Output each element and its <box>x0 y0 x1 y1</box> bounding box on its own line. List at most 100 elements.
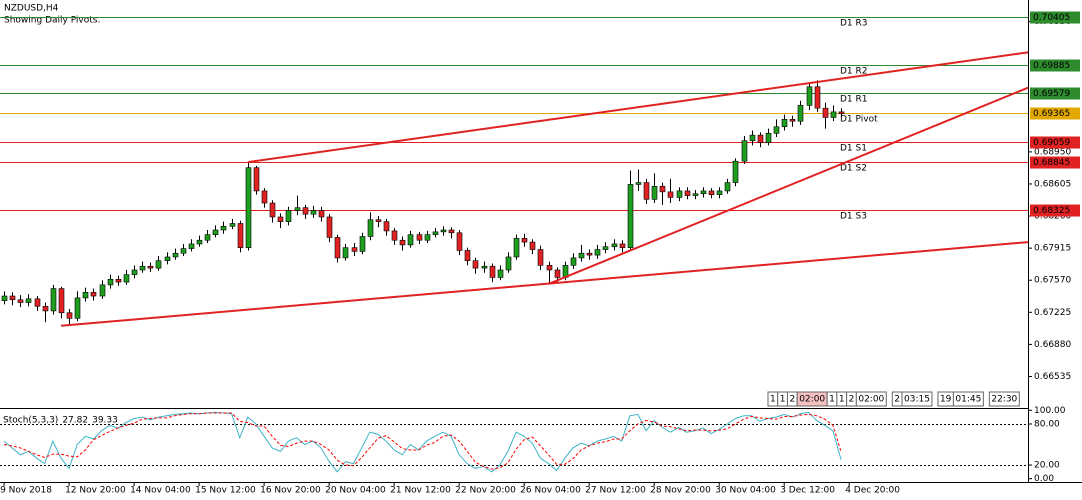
y-tick-label: 20.00 <box>1034 461 1060 471</box>
candle-body <box>17 299 24 303</box>
pivot-price-box <box>1030 59 1080 72</box>
status-label: 2 <box>849 395 855 405</box>
candle-body <box>741 140 748 162</box>
candle-body <box>570 257 577 266</box>
candle-body <box>310 210 317 215</box>
candle-body <box>448 229 455 234</box>
candle-body <box>245 167 252 248</box>
candle-body <box>651 185 658 200</box>
y-tick-label: 0.67915 <box>1034 244 1071 254</box>
candle-body <box>586 252 593 256</box>
candle-body <box>196 239 203 245</box>
candle-body <box>359 236 366 252</box>
candle-body <box>627 184 634 248</box>
candle-body <box>464 250 471 261</box>
status-label: 1 <box>770 395 776 405</box>
candle-body <box>521 238 528 243</box>
candle-body <box>749 134 756 142</box>
status-label: 1 <box>829 395 835 405</box>
candle-body <box>692 193 699 196</box>
candle-body <box>261 190 268 204</box>
candle-body <box>432 231 439 235</box>
indicator-value: 27.82 <box>62 416 88 426</box>
candle-body <box>131 269 138 275</box>
candle-body <box>830 111 837 118</box>
candle-body <box>90 292 97 297</box>
trend-line <box>548 86 1029 285</box>
candle-body <box>416 234 423 241</box>
pivot-price-label: 0.69365 <box>1033 109 1070 119</box>
candle-body <box>554 269 561 278</box>
x-tick-label: 22 Nov 20:00 <box>455 486 516 496</box>
candle-body <box>472 260 479 269</box>
pivot-label: D1 S1 <box>840 144 867 154</box>
pivot-price-label: 0.70405 <box>1033 13 1070 23</box>
candle-body <box>489 265 496 278</box>
candle-body <box>66 312 73 319</box>
pivot-label: D1 S3 <box>840 212 867 222</box>
candle-body <box>188 243 195 249</box>
status-box <box>952 391 984 407</box>
candle-body <box>505 256 512 271</box>
candle-body <box>147 265 154 269</box>
candle-body <box>50 288 57 312</box>
y-tick-label: 0.66535 <box>1034 372 1071 382</box>
candle-body <box>611 243 618 248</box>
candle-body <box>285 210 292 222</box>
pivot-price-box <box>1030 11 1080 24</box>
candle-body <box>684 190 691 196</box>
candle-body <box>115 278 122 283</box>
candle-body <box>82 292 89 299</box>
y-tick-label: 100.00 <box>1034 406 1066 416</box>
candle-body <box>659 185 666 193</box>
candle-body <box>9 295 16 301</box>
candle-body <box>424 234 431 241</box>
candle-body <box>383 221 390 232</box>
candle-body <box>594 249 601 256</box>
pivot-label: D1 S2 <box>840 164 867 174</box>
candle-body <box>99 284 106 297</box>
candle-body <box>529 241 536 250</box>
pivot-label: D1 Pivot <box>840 115 878 125</box>
candle-body <box>123 274 130 283</box>
pivot-price-box <box>1030 107 1080 120</box>
candle-body <box>513 238 520 258</box>
trend-line <box>247 51 1029 164</box>
status-box <box>855 391 887 407</box>
status-label: 2 <box>894 395 900 405</box>
candle-body <box>399 239 406 246</box>
candle-body <box>789 119 796 122</box>
candle-body <box>391 230 398 241</box>
x-tick-label: 26 Nov 04:00 <box>520 486 581 496</box>
candle-body <box>212 229 219 235</box>
stoch-line <box>3 411 842 473</box>
candle-body <box>814 86 821 109</box>
y-tick-label: 0.00 <box>1034 474 1054 484</box>
x-tick-label: 3 Dec 12:00 <box>780 486 835 496</box>
pivot-price-label: 0.69059 <box>1033 138 1070 148</box>
status-box <box>988 391 1020 407</box>
candle-body <box>757 134 764 143</box>
status-label: 01:45 <box>955 395 981 405</box>
status-label: 02:00 <box>799 395 825 405</box>
candle-body <box>269 202 276 218</box>
candle-body <box>667 191 674 198</box>
status-label: 02:00 <box>858 395 884 405</box>
candle-body <box>155 260 162 269</box>
candle-body <box>42 305 49 312</box>
x-tick-label: 12 Nov 20:00 <box>65 486 126 496</box>
candle-body <box>732 160 739 183</box>
candle-body <box>107 278 114 286</box>
x-tick-label: 9 Nov 2018 <box>0 486 52 496</box>
candle-body <box>302 207 309 215</box>
pivot-label: D1 R3 <box>840 19 868 29</box>
pivot-price-label: 0.69885 <box>1033 61 1070 71</box>
candle-body <box>456 232 463 251</box>
y-tick-label: 0.67570 <box>1034 276 1071 286</box>
candle-body <box>1 295 8 301</box>
y-tick-label: 0.68260 <box>1034 212 1071 222</box>
candle-body <box>367 219 374 237</box>
candle-body <box>806 86 813 106</box>
pivot-price-box <box>1030 156 1080 169</box>
